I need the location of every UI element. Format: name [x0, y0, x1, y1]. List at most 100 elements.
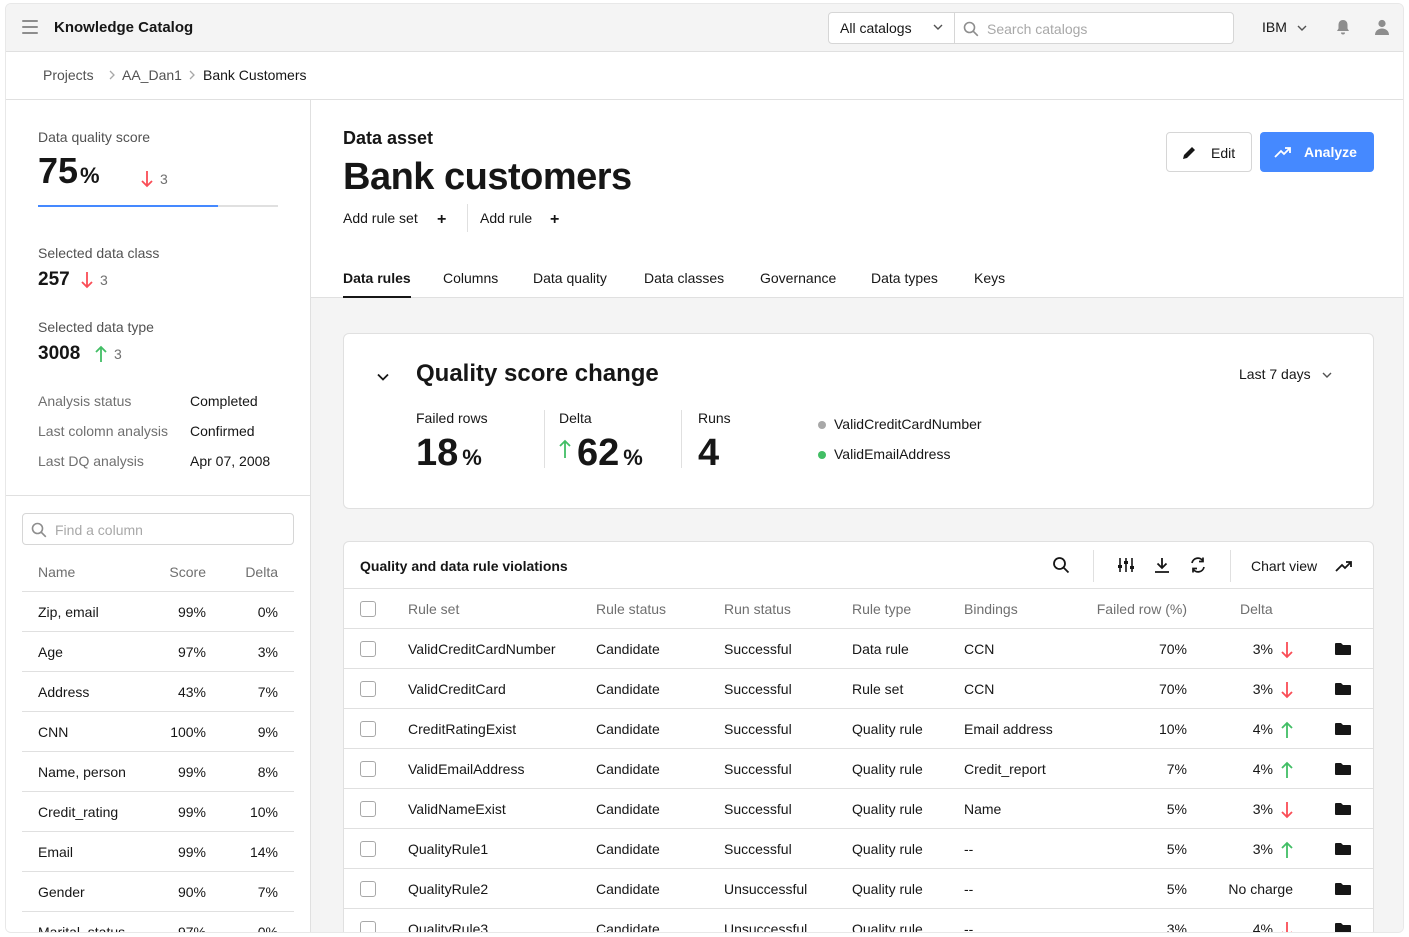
folder-icon[interactable] [1335, 842, 1351, 856]
analyze-button[interactable]: Analyze [1260, 132, 1374, 172]
arrow-down-icon [1282, 922, 1292, 932]
add-rule-label: Add rule [480, 210, 533, 226]
tab-data-types[interactable]: Data types [871, 270, 938, 286]
search-icon[interactable] [1052, 556, 1070, 574]
table-row[interactable]: ValidCreditCard Candidate Successful Rule s… [344, 668, 1373, 708]
folder-icon[interactable] [1335, 802, 1351, 816]
row-checkbox[interactable] [360, 641, 376, 657]
rule-status-cell: Candidate [596, 841, 660, 857]
column-name: Marital_status [38, 924, 126, 933]
bindings-cell: Email address [964, 721, 1053, 737]
tab-data-quality[interactable]: Data quality [533, 270, 607, 286]
column-row[interactable]: Zip, email 99% 0% [22, 592, 294, 632]
catalog-select[interactable]: All catalogs [828, 12, 955, 44]
filter-settings-icon[interactable] [1117, 556, 1135, 574]
column-row[interactable]: Name, person 99% 8% [22, 752, 294, 792]
failed-row-cell: 70% [1158, 681, 1187, 697]
table-row[interactable]: ValidNameExist Candidate Successful Quality… [344, 788, 1373, 828]
column-delta: 0% [257, 924, 278, 933]
add-rule-link[interactable]: Add rule + [480, 210, 559, 228]
catalog-search[interactable] [954, 12, 1234, 44]
chevron-down-icon[interactable] [376, 370, 390, 384]
tab-governance[interactable]: Governance [760, 270, 837, 286]
delta-label: Delta [559, 410, 592, 426]
table-row[interactable]: ValidCreditCardNumber Candidate Successful… [344, 628, 1373, 668]
dq-score-bar [38, 205, 278, 207]
runs-label: Runs [698, 410, 731, 426]
column-header-score: Score [169, 564, 206, 580]
user-avatar-icon[interactable] [1373, 18, 1391, 36]
folder-icon[interactable] [1335, 682, 1351, 696]
column-score: 99% [177, 764, 206, 780]
folder-icon[interactable] [1335, 922, 1351, 933]
row-checkbox[interactable] [360, 881, 376, 897]
account-label: IBM [1262, 19, 1287, 35]
rule-type-cell: Quality rule [852, 841, 923, 857]
period-dropdown[interactable]: Last 7 days [1239, 366, 1333, 382]
row-checkbox[interactable] [360, 841, 376, 857]
find-column-input[interactable] [55, 520, 285, 540]
chevron-right-icon [189, 70, 195, 80]
column-row[interactable]: Credit_rating 99% 10% [22, 792, 294, 832]
table-row[interactable]: QualityRule3 Candidate Unsuccessful Quality… [344, 908, 1373, 933]
column-row[interactable]: Address 43% 7% [22, 672, 294, 712]
column-delta: 0% [257, 604, 278, 620]
table-row[interactable]: QualityRule2 Candidate Unsuccessful Quality… [344, 868, 1373, 908]
column-row[interactable]: Age 97% 3% [22, 632, 294, 672]
column-score: 43% [177, 684, 206, 700]
delta-number: 62 [577, 432, 620, 474]
chevron-down-icon [1322, 372, 1331, 379]
quality-score-change-title: Quality score change [416, 360, 659, 387]
column-row[interactable]: Gender 90% 7% [22, 872, 294, 912]
table-row[interactable]: ValidEmailAddress Candidate Successful Qual… [344, 748, 1373, 788]
column-row[interactable]: Marital_status 97% 0% [22, 912, 294, 933]
tab-keys[interactable]: Keys [974, 270, 1006, 286]
bindings-cell: -- [964, 921, 974, 933]
run-status-cell: Successful [724, 761, 792, 777]
table-row[interactable]: QualityRule1 Candidate Successful Quality r… [344, 828, 1373, 868]
column-delta: 7% [257, 884, 278, 900]
rule-status-cell: Candidate [596, 801, 660, 817]
arrow-down-icon [1281, 802, 1293, 819]
rule-set-cell: ValidCreditCard [408, 681, 506, 697]
table-row[interactable]: CreditRatingExist Candidate Successful Qual… [344, 708, 1373, 748]
column-row[interactable]: CNN 100% 9% [22, 712, 294, 752]
failed-rows-unit: % [462, 445, 482, 470]
row-checkbox[interactable] [360, 921, 376, 932]
header-run-status: Run status [724, 601, 791, 617]
chart-view-toggle[interactable]: Chart view [1251, 558, 1352, 574]
find-column-search[interactable] [22, 513, 294, 545]
row-checkbox[interactable] [360, 761, 376, 777]
breadcrumb-project[interactable]: AA_Dan1 [122, 67, 182, 83]
add-rule-set-link[interactable]: Add rule set + [343, 210, 446, 228]
notification-bell-icon[interactable] [1334, 18, 1352, 36]
folder-icon[interactable] [1335, 762, 1351, 776]
download-icon[interactable] [1153, 556, 1171, 574]
asset-type-label: Data asset [343, 128, 434, 148]
trend-up-icon [1274, 147, 1291, 158]
folder-icon[interactable] [1335, 642, 1351, 656]
catalog-search-input[interactable] [987, 19, 1217, 39]
failed-row-cell: 5% [1166, 801, 1187, 817]
edit-button[interactable]: Edit [1166, 132, 1252, 172]
bindings-cell: Credit_report [964, 761, 1046, 777]
folder-icon[interactable] [1335, 722, 1351, 736]
select-all-checkbox[interactable] [360, 601, 376, 617]
column-row[interactable]: Email 99% 14% [22, 832, 294, 872]
folder-icon[interactable] [1335, 882, 1351, 896]
account-menu[interactable]: IBM [1262, 19, 1308, 35]
row-checkbox[interactable] [360, 681, 376, 697]
rule-set-cell: QualityRule1 [408, 841, 489, 857]
arrow-up-icon [1281, 721, 1293, 738]
analyze-button-label: Analyze [1304, 144, 1357, 160]
delta-value: 62% [559, 432, 643, 475]
breadcrumb-projects[interactable]: Projects [43, 67, 94, 83]
row-checkbox[interactable] [360, 721, 376, 737]
analysis-status-value: Completed [190, 393, 258, 409]
tab-data-classes[interactable]: Data classes [644, 270, 725, 286]
refresh-icon[interactable] [1189, 556, 1207, 574]
tab-columns[interactable]: Columns [443, 270, 499, 286]
hamburger-menu-icon[interactable] [22, 20, 38, 34]
tab-data-rules[interactable]: Data rules [343, 270, 411, 286]
row-checkbox[interactable] [360, 801, 376, 817]
